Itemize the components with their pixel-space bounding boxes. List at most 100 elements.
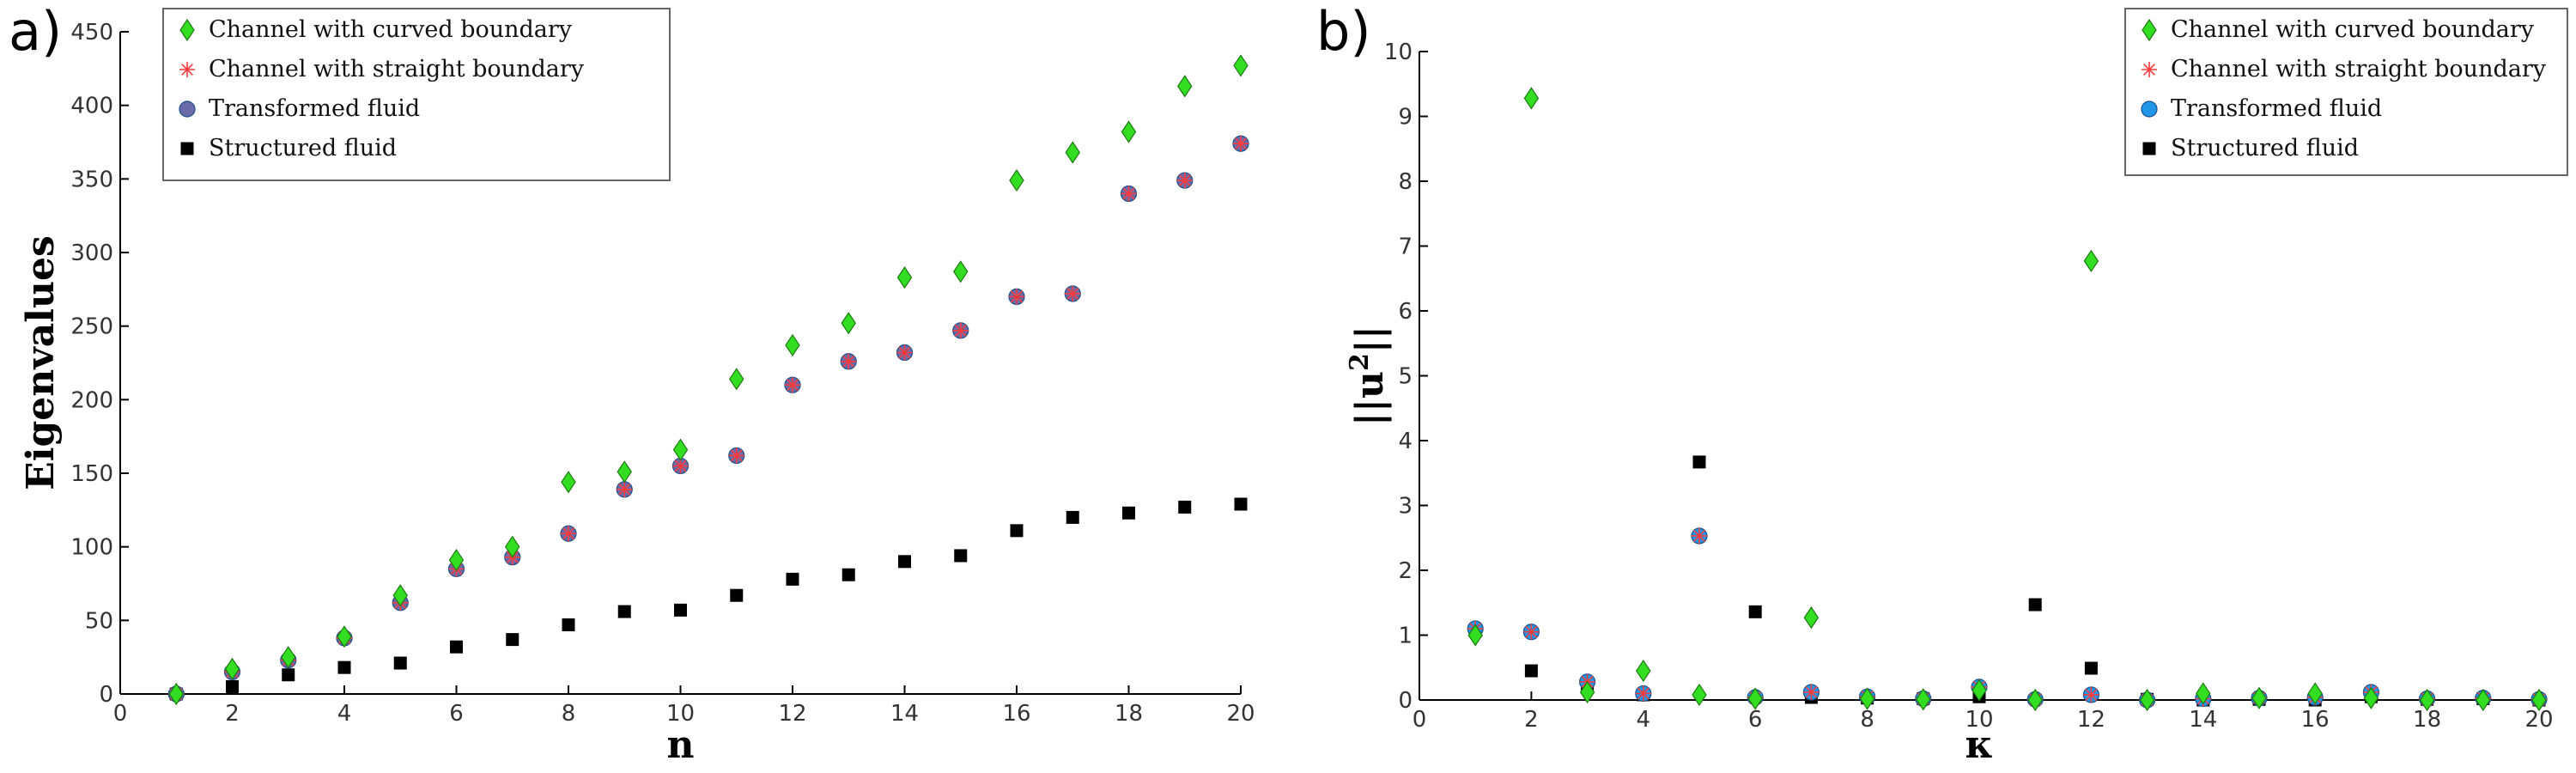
legend-entry: Channel with curved boundary bbox=[2171, 16, 2535, 43]
x-tick-label: 0 bbox=[113, 701, 128, 727]
data-point bbox=[1065, 285, 1081, 301]
series-0 bbox=[1467, 87, 2547, 712]
series-3 bbox=[1468, 455, 2546, 707]
x-tick-label: 6 bbox=[1748, 707, 1763, 733]
x-tick-label: 4 bbox=[1637, 707, 1651, 733]
data-point bbox=[2139, 688, 2155, 712]
y-tick-label: 2 bbox=[1398, 558, 1413, 584]
y-tick-label: 400 bbox=[70, 94, 113, 119]
series-1 bbox=[1467, 527, 2547, 708]
data-point bbox=[1579, 680, 1595, 704]
data-point bbox=[953, 260, 969, 283]
data-point bbox=[2251, 686, 2267, 709]
data-point bbox=[896, 344, 913, 361]
data-point bbox=[392, 584, 408, 607]
data-point bbox=[729, 368, 744, 391]
data-point bbox=[1177, 75, 1193, 98]
legend-marker bbox=[179, 62, 195, 77]
data-point bbox=[1692, 683, 1707, 707]
y-tick-label: 450 bbox=[70, 20, 113, 46]
legend-entry: Channel with straight boundary bbox=[2171, 56, 2547, 82]
x-tick-label: 6 bbox=[449, 701, 464, 727]
data-point bbox=[337, 660, 351, 674]
legend-marker bbox=[179, 18, 195, 42]
data-point bbox=[1916, 688, 1931, 711]
panel-label: b) bbox=[1316, 0, 1371, 63]
data-point bbox=[393, 656, 407, 670]
data-point bbox=[224, 657, 240, 680]
data-point bbox=[1121, 186, 1137, 202]
x-tick-label: 8 bbox=[562, 701, 576, 727]
data-point bbox=[1803, 684, 1820, 700]
x-tick-label: 14 bbox=[2189, 707, 2217, 733]
x-tick-label: 4 bbox=[337, 701, 352, 727]
legend-marker bbox=[2142, 18, 2157, 42]
data-point bbox=[841, 568, 855, 581]
data-point bbox=[2084, 661, 2098, 675]
data-point bbox=[2196, 682, 2211, 705]
series-2 bbox=[167, 135, 1249, 703]
data-point bbox=[786, 572, 799, 586]
data-point bbox=[1009, 289, 1024, 305]
legend-marker bbox=[2142, 62, 2157, 77]
x-tick-label: 12 bbox=[778, 701, 806, 727]
data-point bbox=[448, 549, 465, 572]
x-tick-label: 18 bbox=[1115, 701, 1143, 727]
y-tick-label: 7 bbox=[1398, 234, 1413, 260]
data-point bbox=[841, 312, 856, 335]
legend-marker bbox=[2142, 142, 2156, 155]
data-point bbox=[450, 640, 463, 654]
series-2 bbox=[1467, 527, 2548, 709]
data-point bbox=[2083, 249, 2099, 272]
y-tick-label: 0 bbox=[1398, 688, 1413, 714]
data-point bbox=[168, 682, 184, 706]
y-tick-label: 150 bbox=[70, 461, 113, 487]
y-tick-label: 3 bbox=[1398, 494, 1413, 520]
legend-box bbox=[2124, 8, 2568, 176]
x-tick-label: 10 bbox=[1965, 707, 1993, 733]
data-point bbox=[1234, 497, 1248, 511]
x-tick-label: 8 bbox=[1860, 707, 1874, 733]
y-axis-label: ||u2|| bbox=[1345, 326, 1393, 426]
data-point bbox=[337, 625, 352, 648]
x-axis-label: n bbox=[667, 723, 695, 767]
panel-a-eigenvalues: a) 0 2 4 6 8 10 12 14 16 18 20 0 50 100 150 200 250 300 35… bbox=[9, 5, 1255, 768]
data-point bbox=[1971, 679, 1987, 702]
x-tick-label: 10 bbox=[666, 701, 695, 727]
data-point bbox=[1636, 659, 1651, 683]
y-tick-label: 0 bbox=[99, 682, 113, 708]
data-point bbox=[1233, 136, 1249, 152]
data-point bbox=[2363, 686, 2379, 709]
data-point bbox=[952, 322, 969, 338]
y-tick-label: 50 bbox=[85, 608, 113, 634]
y-tick-label: 6 bbox=[1398, 299, 1413, 325]
x-tick-label: 16 bbox=[1002, 701, 1030, 727]
legend-entry: Channel with straight boundary bbox=[209, 56, 585, 82]
y-axis-label: Eigenvalues bbox=[19, 235, 63, 490]
legend-marker bbox=[179, 100, 196, 118]
y-tick-label: 350 bbox=[70, 167, 113, 192]
data-point bbox=[730, 588, 744, 602]
data-point bbox=[672, 438, 689, 461]
data-point bbox=[282, 668, 295, 682]
x-tick-label: 2 bbox=[225, 701, 240, 727]
data-point bbox=[841, 353, 857, 369]
legend-entry: Structured fluid bbox=[2171, 135, 2359, 161]
data-point bbox=[1524, 664, 1538, 678]
eigenvalue-scatter-chart: 0 2 4 6 8 10 12 14 16 18 2005010015020025030035040… bbox=[19, 8, 1255, 767]
y-tick-label: 200 bbox=[70, 387, 113, 413]
data-point bbox=[1803, 606, 1820, 630]
panel-b-norm: b) 0 2 4 6 8 10 12 14 16 18 20 0 1 2 3 4 5 6 7 8 9 10 κ ||u2|| C… bbox=[1288, 0, 2576, 773]
data-point bbox=[728, 447, 744, 464]
data-point bbox=[785, 377, 800, 393]
x-tick-label: 2 bbox=[1524, 707, 1539, 733]
y-tick-label: 100 bbox=[70, 535, 113, 561]
data-point bbox=[617, 481, 633, 497]
series-1 bbox=[168, 136, 1249, 702]
legend-marker bbox=[180, 142, 194, 155]
y-tick-label: 1 bbox=[1398, 624, 1413, 649]
data-point bbox=[2531, 688, 2547, 712]
data-point bbox=[2083, 686, 2099, 703]
legend-box bbox=[162, 8, 671, 181]
y-tick-label: 10 bbox=[1384, 40, 1413, 65]
